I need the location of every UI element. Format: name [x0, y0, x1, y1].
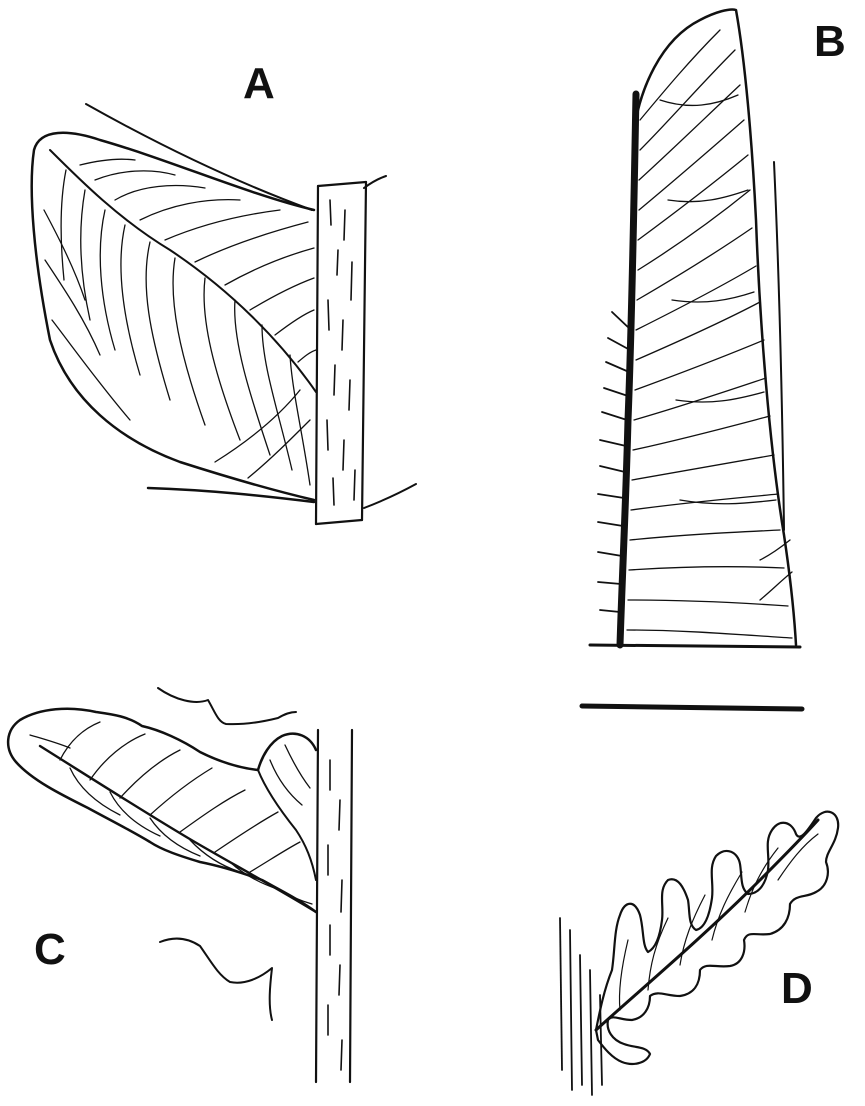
panel-c-pinnule-outline [8, 709, 316, 912]
panel-d-drawing [560, 812, 838, 1095]
panel-a-pinnule-outline [32, 133, 314, 500]
panel-b-veins [627, 30, 792, 638]
panel-b-right-neighbor-edge [774, 162, 784, 530]
panel-c-rachis [316, 730, 352, 1082]
panel-d-rachis [560, 918, 602, 1095]
panel-a-upper-neighbor-edge [86, 104, 312, 210]
panel-b-rachis-hairs [598, 312, 631, 612]
panel-b-drawing [590, 9, 800, 647]
panel-a-right-lower-stub [364, 484, 416, 508]
panel-a-veins [44, 159, 316, 485]
panel-label-a: A [243, 59, 275, 108]
panel-c-drawing [8, 688, 352, 1082]
panel-d-pinnule-outline [596, 812, 838, 1064]
panel-b-pinnule-outline [634, 9, 796, 645]
panel-c-veins [30, 722, 312, 904]
panel-a-drawing [32, 104, 416, 524]
panel-c-upper-neighbor-edge [158, 688, 296, 724]
panel-a-midrib [50, 150, 316, 392]
panel-a-right-upper-stub [364, 176, 386, 188]
panel-a-lower-neighbor-edge [148, 488, 314, 502]
panel-label-d: D [781, 964, 813, 1013]
scale-bar [582, 706, 802, 709]
panel-b-rachis [620, 94, 636, 645]
panel-c-lobe-edge [258, 770, 316, 880]
panel-d-veins [619, 834, 818, 1010]
panel-d-midrib [596, 820, 818, 1030]
panel-b-base-line [590, 645, 800, 647]
panel-c-lower-neighbor-edge [160, 939, 272, 1020]
panel-label-c: C [34, 925, 66, 974]
panel-label-b: B [814, 17, 846, 66]
panel-a-rachis [316, 182, 366, 524]
